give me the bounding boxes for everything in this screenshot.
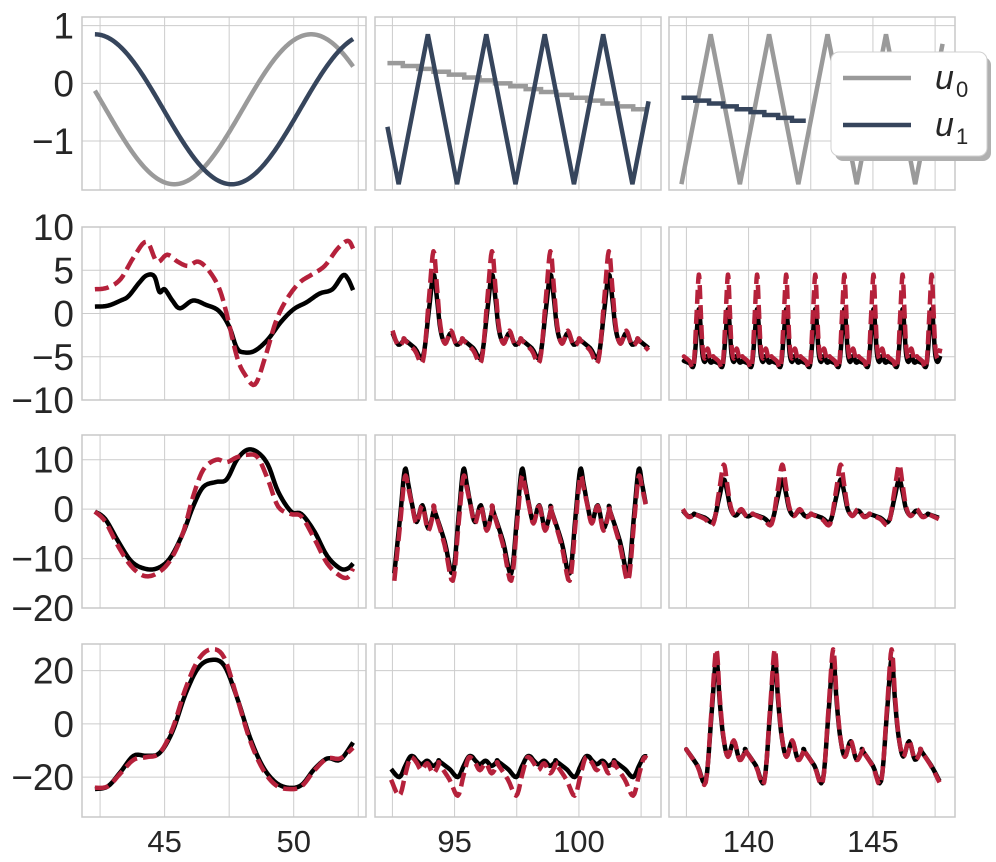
series-line-predicted	[390, 248, 651, 366]
y-tick-label: 10	[33, 440, 74, 481]
series-group	[392, 466, 648, 584]
subplot-r3-c2: 140 145	[668, 643, 956, 859]
y-tick-label: 0	[53, 294, 74, 335]
series-line-u1	[681, 95, 806, 124]
y-tick-label: −1	[32, 121, 74, 162]
series-group	[684, 647, 942, 788]
x-tick-label: 50	[276, 824, 310, 859]
series-group	[92, 32, 355, 187]
plot-frame	[81, 226, 367, 401]
y-tick-label: 5	[53, 250, 74, 291]
series-line-predicted	[684, 647, 942, 788]
chart-legend: u 0u 1	[830, 51, 991, 161]
subplot-r2-c2	[668, 434, 956, 609]
series-group	[681, 272, 943, 371]
series-line-predicted	[94, 238, 356, 388]
plot-area	[82, 644, 366, 817]
subplot-r1-c2	[668, 226, 956, 401]
plot-frame	[374, 643, 662, 818]
legend-label-1: u	[935, 106, 954, 144]
series-group	[94, 646, 355, 792]
subplot-r3-c0: 20 0 −20 45 50	[11, 643, 367, 859]
series-line-predicted	[681, 272, 943, 371]
series-line-predicted	[94, 646, 355, 792]
plot-area	[669, 435, 955, 608]
series-line-u1	[385, 33, 651, 185]
plot-frame	[81, 434, 367, 609]
series-group	[390, 248, 651, 366]
plot-frame	[668, 643, 956, 818]
series-group	[94, 238, 356, 388]
y-tick-label: 0	[53, 63, 74, 104]
plot-frame	[81, 16, 367, 191]
plot-frame	[374, 226, 662, 401]
y-tick-label: 10	[33, 207, 74, 248]
y-tick-label: −10	[11, 380, 74, 421]
x-tick-label: 100	[553, 824, 605, 859]
series-group	[93, 447, 356, 581]
series-group	[680, 462, 940, 528]
series-line-u1	[94, 32, 355, 187]
y-tick-label: 20	[33, 651, 74, 692]
legend-subscript-0: 0	[956, 77, 968, 102]
series-line-u0	[92, 32, 355, 187]
y-tick-label: −5	[32, 337, 74, 378]
y-tick-label: −20	[11, 588, 74, 629]
series-group	[385, 33, 651, 185]
subplot-r2-c0: 10 0 −10 −20	[11, 434, 367, 629]
series-line-predicted	[389, 754, 649, 798]
legend-subscript-1: 1	[956, 124, 968, 149]
series-line-measured	[93, 447, 355, 572]
y-tick-label: 0	[53, 704, 74, 745]
y-tick-label: 0	[53, 489, 74, 530]
plot-frame	[668, 226, 956, 401]
x-tick-label: 140	[723, 824, 775, 859]
series-line-predicted	[93, 452, 356, 581]
plot-area	[82, 17, 366, 190]
plot-frame	[81, 643, 367, 818]
plot-frame	[374, 434, 662, 609]
subplot-r1-c1	[374, 226, 662, 401]
series-line-measured	[389, 753, 649, 780]
series-group	[389, 753, 649, 798]
series-line-predicted	[392, 473, 648, 584]
x-tick-label: 45	[147, 824, 181, 859]
series-line-measured	[94, 272, 356, 355]
x-tick-label: 95	[437, 824, 471, 859]
plot-area	[82, 435, 366, 608]
plot-frame	[668, 434, 956, 609]
legend-label-0: u	[935, 59, 954, 97]
y-tick-label: −10	[11, 539, 74, 580]
series-line-predicted	[680, 462, 940, 528]
y-tick-label: 1	[53, 6, 74, 47]
plot-frame	[374, 16, 662, 191]
y-tick-label: −20	[11, 757, 74, 798]
x-tick-label: 145	[847, 824, 899, 859]
subplot-r0-c0: 1 0 −1	[32, 6, 367, 191]
subplot-r3-c1: 95 100	[374, 643, 662, 859]
subplot-r2-c1	[374, 434, 662, 609]
subplot-r0-c1	[374, 16, 662, 191]
